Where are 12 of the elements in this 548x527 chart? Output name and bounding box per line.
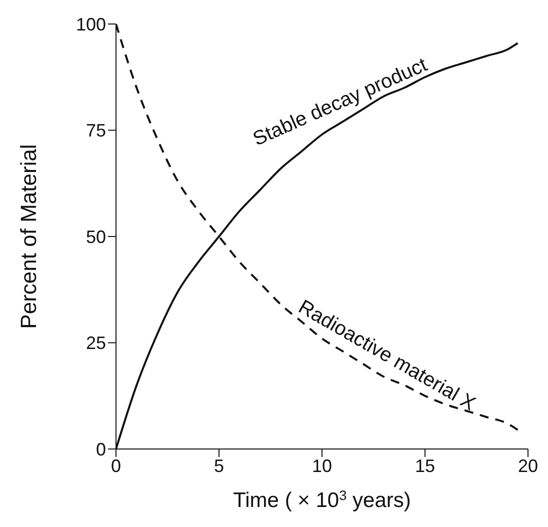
y-tick-label: 0 — [96, 439, 106, 460]
x-tick-label: 20 — [518, 456, 538, 476]
y-axis-title: Percent of Material — [16, 144, 41, 329]
y-tick-label: 50 — [86, 226, 106, 247]
x-axis-title: Time ( × 10$^{3}$ years) — [233, 488, 411, 512]
x-tick-label: 0 — [110, 456, 122, 476]
x-tick-label: 10 — [312, 456, 332, 476]
y-tick-label: 100 — [76, 14, 106, 34]
y-tick-label: 25 — [86, 333, 106, 354]
x-tick-label: 5 — [214, 456, 224, 476]
y-tick-label: 75 — [86, 120, 106, 141]
x-tick-label: 15 — [414, 456, 436, 476]
